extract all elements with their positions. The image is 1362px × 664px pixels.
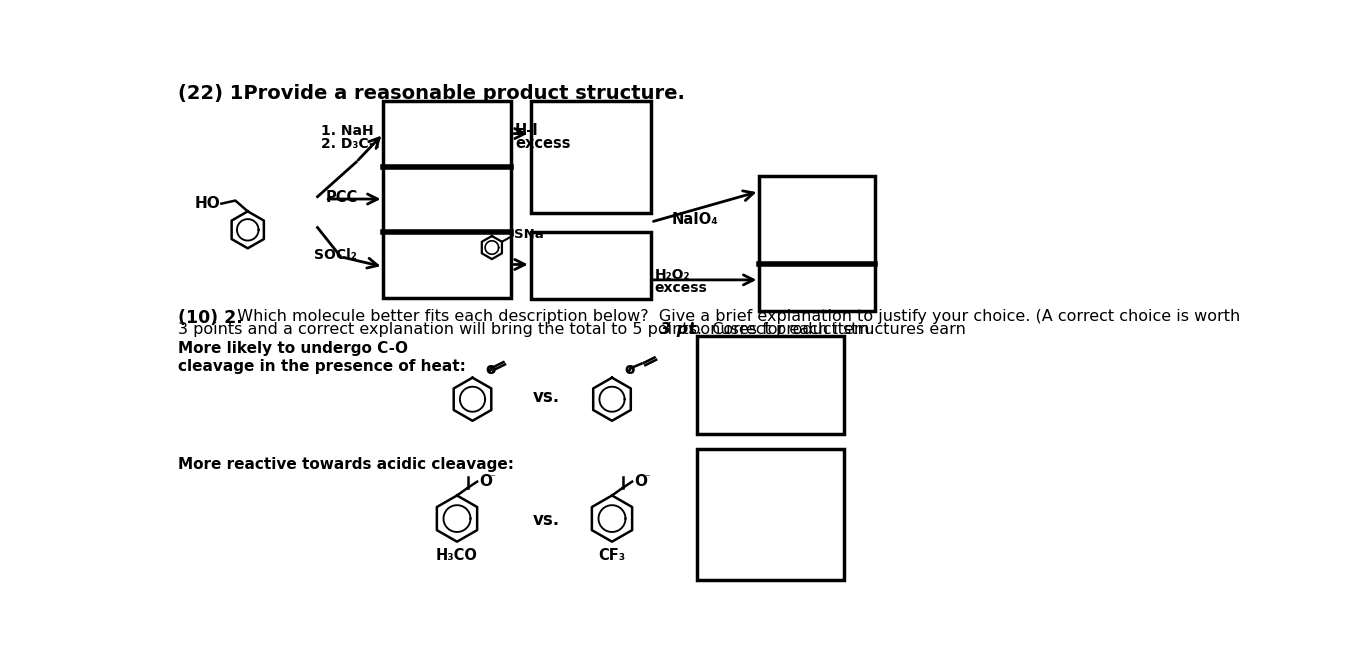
Text: o: o [624, 363, 635, 377]
Text: excess: excess [515, 136, 571, 151]
Text: 2. D₃C-I: 2. D₃C-I [321, 137, 380, 151]
Text: (10) 2.: (10) 2. [178, 309, 242, 327]
Text: 1. NaH: 1. NaH [321, 124, 375, 138]
Text: (22) 1.: (22) 1. [178, 84, 251, 102]
Text: ⁻: ⁻ [644, 473, 651, 483]
Text: More reactive towards acidic cleavage:: More reactive towards acidic cleavage: [178, 457, 513, 472]
Bar [697, 336, 844, 434]
Text: H₂O₂: H₂O₂ [655, 268, 691, 282]
Text: o: o [485, 363, 496, 377]
Bar [759, 176, 876, 311]
Bar [531, 101, 651, 213]
Text: O: O [479, 474, 493, 489]
Text: PCC: PCC [326, 190, 357, 205]
Text: SOCl₂: SOCl₂ [313, 248, 357, 262]
Text: More likely to undergo C-O
cleavage in the presence of heat:: More likely to undergo C-O cleavage in t… [178, 341, 466, 374]
Text: Provide a reasonable product structure.: Provide a reasonable product structure. [230, 84, 685, 102]
Text: excess: excess [655, 281, 707, 295]
Text: 3 points and a correct explanation will bring the total to 5 points.  Correct pr: 3 points and a correct explanation will … [178, 322, 971, 337]
Text: H₃CO: H₃CO [436, 548, 478, 563]
Text: HO: HO [195, 196, 221, 211]
Text: ⁻: ⁻ [489, 473, 496, 483]
Text: H-I: H-I [515, 123, 539, 138]
Text: vs.: vs. [533, 511, 560, 529]
Text: SNa: SNa [515, 228, 543, 241]
Text: bonuses for each item.: bonuses for each item. [685, 322, 874, 337]
Bar [383, 101, 511, 297]
Text: vs.: vs. [533, 388, 560, 406]
Text: 3 pt: 3 pt [661, 322, 696, 337]
Bar [697, 450, 844, 580]
Text: CF₃: CF₃ [598, 548, 625, 563]
Text: NaIO₄: NaIO₄ [671, 212, 718, 227]
Text: O: O [635, 474, 647, 489]
Text: Which molecule better fits each description below?  Give a brief explanation to : Which molecule better fits each descript… [227, 309, 1239, 324]
Bar [531, 232, 651, 299]
